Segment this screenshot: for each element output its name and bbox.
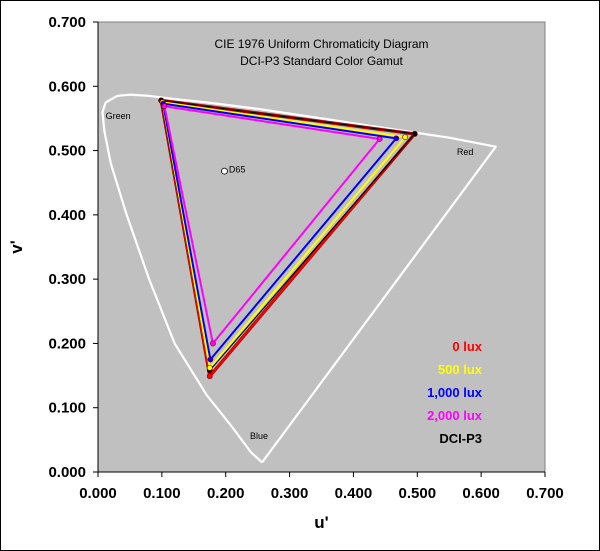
plot-area	[97, 21, 546, 473]
series-point-0-lux	[206, 373, 213, 380]
chart-title: CIE 1976 Uniform Chromaticity Diagram	[214, 37, 428, 51]
annotation-red: Red	[457, 147, 474, 157]
series-line-500-lux	[161, 101, 407, 369]
y-tick-label: 0.200	[48, 335, 86, 352]
series-point-2-000-lux	[376, 136, 383, 142]
annotation-d65: D65	[229, 164, 246, 174]
series-point-500-lux	[206, 364, 213, 371]
legend-item-dci-p3: DCI-P3	[439, 431, 482, 446]
x-tick-label: 0.100	[143, 485, 181, 502]
legend-item-2-000-lux: 2,000 lux	[427, 408, 483, 423]
x-tick-label: 0.000	[79, 485, 117, 502]
white-point-marker	[221, 167, 228, 175]
series-line-1-000-lux	[162, 102, 398, 361]
y-tick-label: 0.400	[48, 207, 86, 224]
series-line-2-000-lux	[163, 105, 381, 345]
series-point-dci-p3	[411, 130, 418, 137]
chart-subtitle: DCI-P3 Standard Color Gamut	[240, 54, 403, 68]
spectral-locus-line	[101, 93, 497, 464]
annotations: Green Red Blue D65	[106, 111, 474, 441]
axes: 0.000 0.100 0.200 0.300 0.400 0.500 0.600 0.700…	[48, 14, 563, 502]
series-point-1-000-lux	[207, 356, 214, 363]
x-tick-label: 0.700	[526, 485, 564, 502]
series-point-2-000-lux	[210, 340, 216, 347]
annotation-green: Green	[106, 111, 131, 121]
y-tick-label: 0.500	[48, 143, 86, 160]
legend-item-500-lux: 500 lux	[438, 362, 483, 377]
legend-item-1-000-lux: 1,000 lux	[427, 385, 483, 400]
y-tick-label: 0.700	[48, 14, 86, 31]
y-tick-label: 0.100	[48, 400, 86, 417]
x-tick-label: 0.300	[271, 485, 309, 502]
legend-item-0-lux: 0 lux	[452, 339, 482, 354]
y-tick-label: 0.600	[48, 78, 86, 95]
gamut-series	[158, 97, 418, 380]
x-tick-label: 0.200	[207, 485, 245, 502]
y-tick-label: 0.300	[48, 271, 86, 288]
spectral-locus	[101, 93, 497, 464]
y-axis-label: v'	[7, 240, 26, 254]
series-point-1-000-lux	[393, 135, 400, 142]
series-point-500-lux	[402, 134, 409, 140]
x-tick-label: 0.400	[335, 485, 373, 502]
x-tick-label: 0.600	[462, 485, 500, 502]
x-axis-label: u'	[314, 513, 328, 532]
x-tick-label: 0.500	[399, 485, 437, 502]
annotation-blue: Blue	[250, 431, 268, 441]
y-tick-label: 0.000	[48, 464, 86, 481]
legend: 0 lux 500 lux 1,000 lux 2,000 lux DCI-P3	[427, 339, 483, 446]
series-point-2-000-lux	[161, 103, 168, 110]
